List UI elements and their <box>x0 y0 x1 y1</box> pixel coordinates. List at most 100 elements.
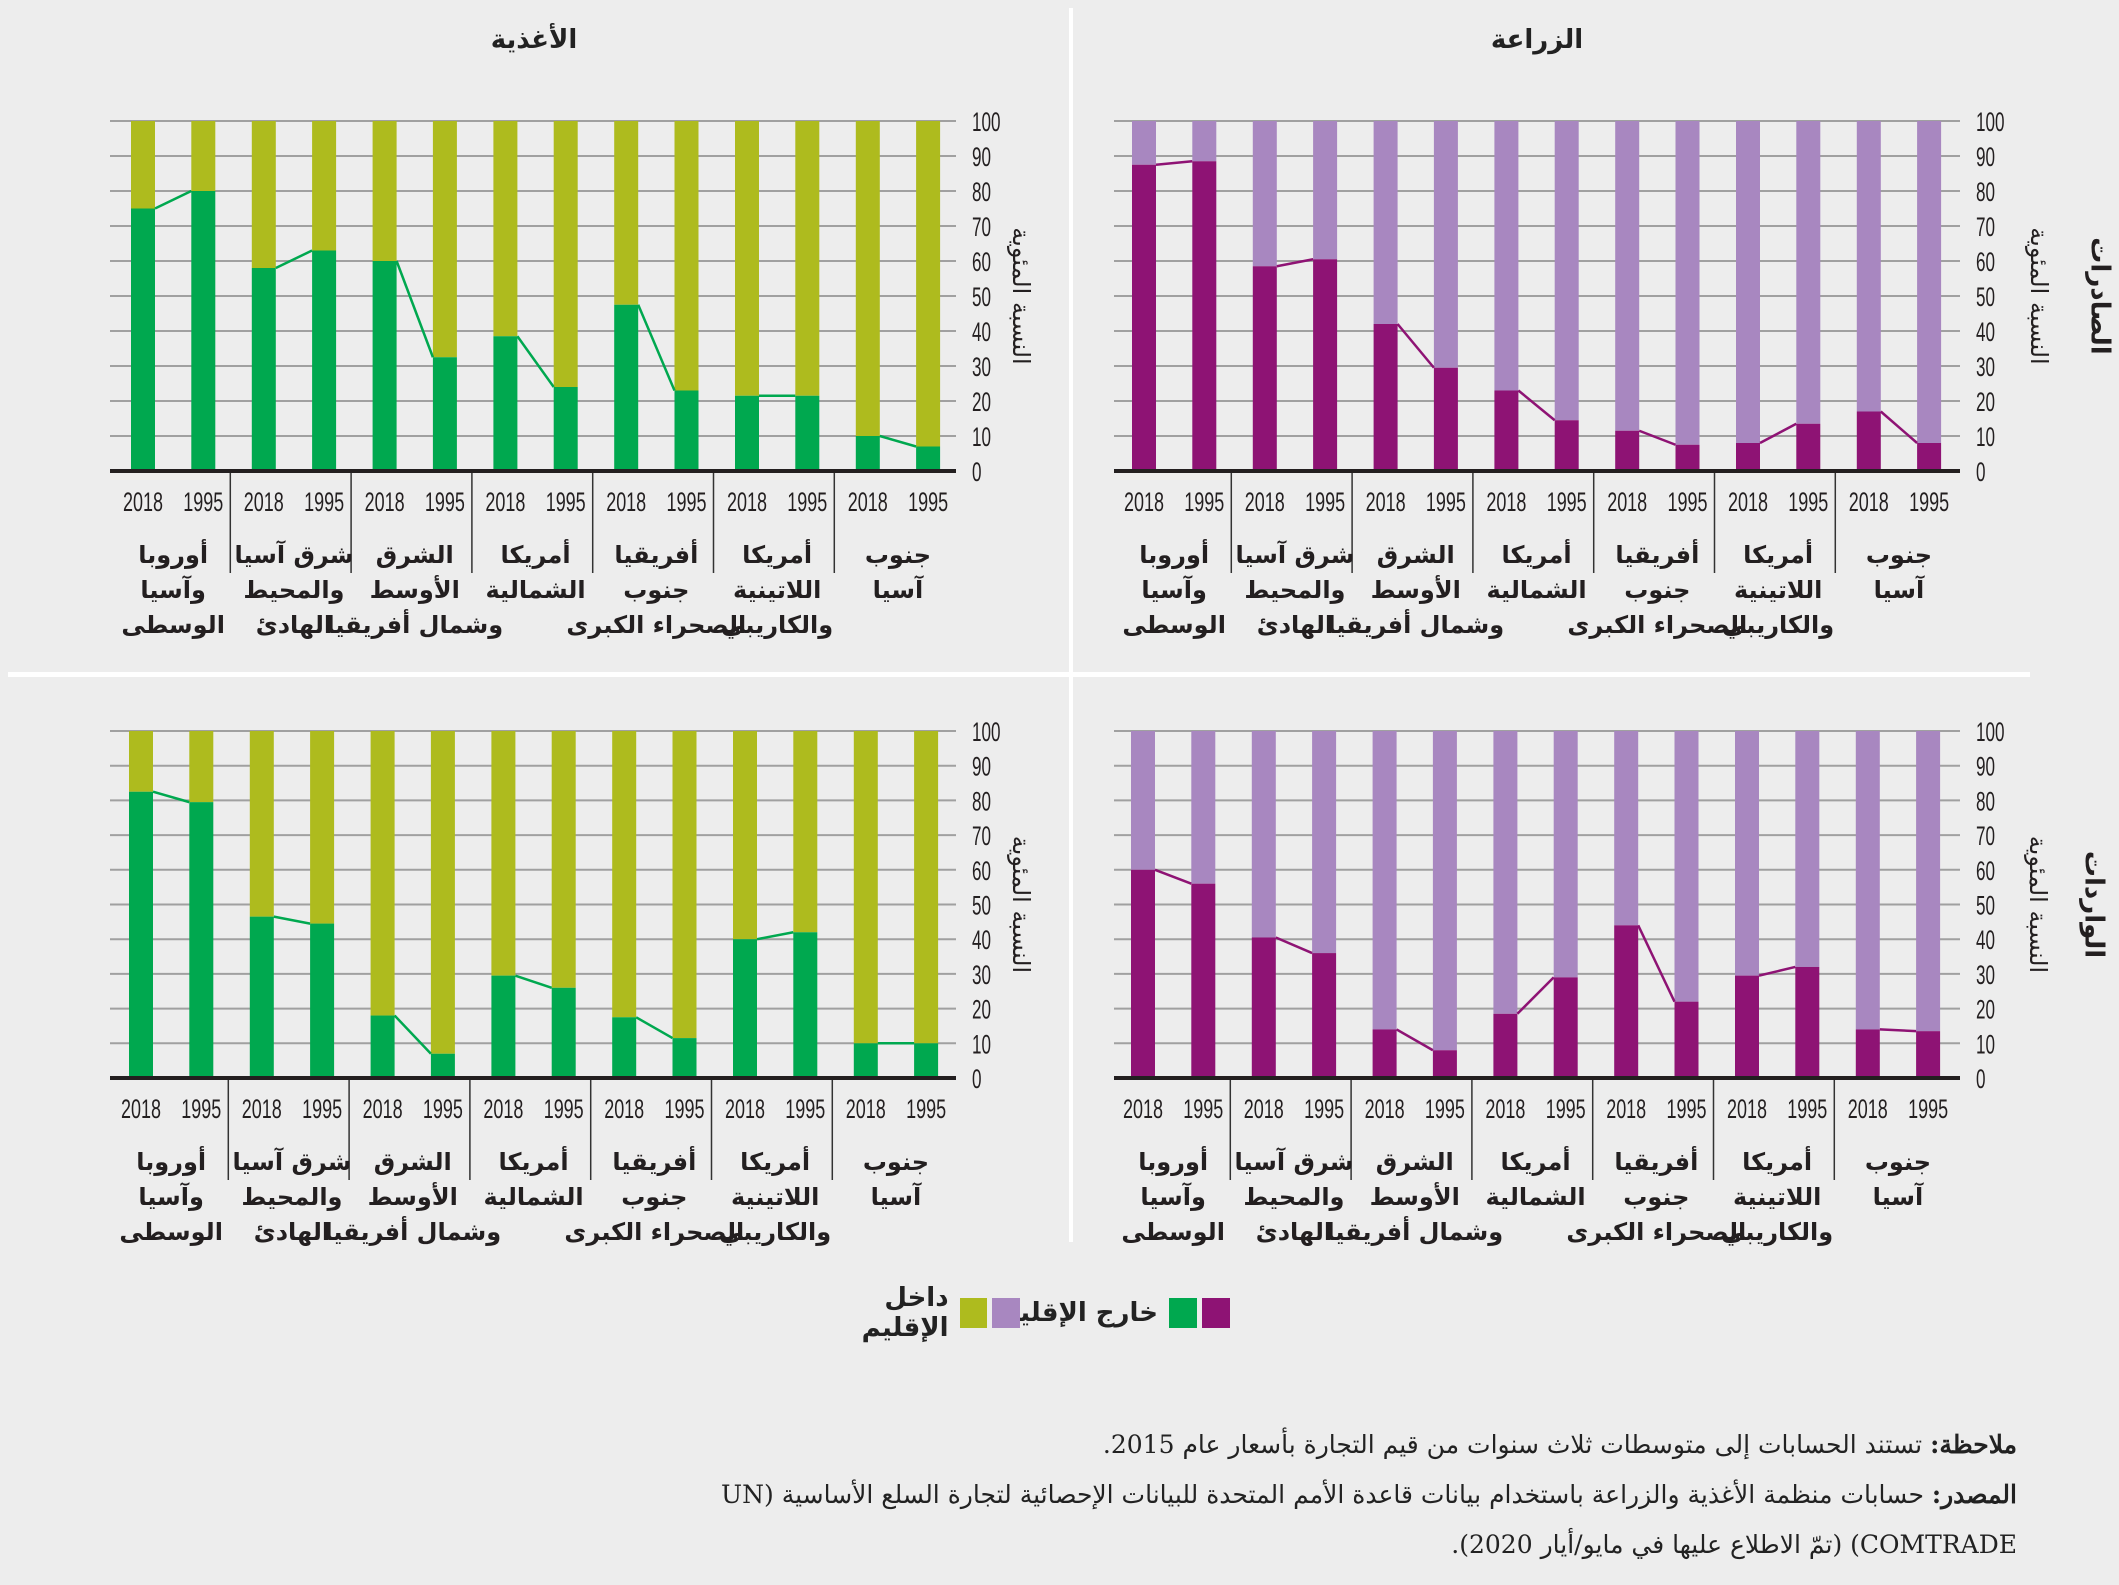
change-connector-line <box>879 434 917 448</box>
bar-segment-inside-region <box>1251 731 1276 938</box>
region-label: شرق آسيا <box>1235 540 1354 569</box>
bar-segment-inside-region <box>191 121 216 191</box>
y-axis-title: النسبة المئوية <box>2024 836 2052 973</box>
region-label: أفريقيا <box>1614 1146 1698 1176</box>
change-connector-line <box>1154 868 1192 885</box>
y-tick-label: 0 <box>972 1064 982 1094</box>
x-year-label: 1995 <box>1425 1094 1465 1124</box>
bar-segment-outside-region <box>1553 977 1578 1078</box>
bar-segment-inside-region <box>793 731 818 933</box>
region-label: أوروبا <box>138 539 208 569</box>
bar-segment-inside-region <box>129 731 153 792</box>
bar-segment-outside-region <box>1674 1001 1699 1078</box>
region-label: جنوب <box>1624 576 1690 604</box>
change-connector-line <box>393 1014 432 1055</box>
y-tick-label: 80 <box>972 786 991 816</box>
region-label: والكاريبي <box>719 1218 831 1246</box>
y-tick-label: 90 <box>1976 752 1995 782</box>
x-year-label: 1995 <box>1183 1094 1223 1124</box>
bar-segment-inside-region <box>491 731 516 976</box>
x-year-label: 2018 <box>123 487 163 517</box>
row-label: الصادرات <box>2085 237 2115 354</box>
y-tick-label: 20 <box>1976 995 1995 1025</box>
bar-segment-outside-region <box>853 1043 878 1078</box>
bar-segment-outside-region <box>1736 443 1760 471</box>
x-year-label: 2018 <box>1245 487 1285 517</box>
region-label: آسيا <box>1873 1182 1924 1211</box>
change-connector-line <box>1155 160 1193 166</box>
change-connector-line <box>1637 924 1676 1003</box>
region-label: الأوسط <box>370 575 460 604</box>
bar-segment-inside-region <box>1191 731 1216 884</box>
region-label: والمحيط <box>241 1183 342 1211</box>
bar-segment-inside-region <box>672 731 697 1039</box>
bar-segment-inside-region <box>251 121 276 268</box>
bar-segment-outside-region <box>733 939 757 1078</box>
bar-segment-outside-region <box>1252 266 1277 471</box>
change-connector-line <box>275 249 313 270</box>
region-label: الشمالية <box>485 576 585 604</box>
region-label: شرق آسيا <box>234 540 353 569</box>
region-label: والكاريبي <box>1722 611 1834 639</box>
region-label: أمريكا <box>1502 539 1572 569</box>
bar-segment-outside-region <box>1615 430 1640 471</box>
bar-segment-inside-region <box>1131 731 1155 870</box>
region-label: أمريكا <box>742 539 812 569</box>
y-tick-label: 100 <box>1976 107 2005 137</box>
change-connector-line <box>756 931 794 941</box>
bar-segment-inside-region <box>1553 731 1578 978</box>
region-label: والمحيط <box>1243 1183 1344 1211</box>
bar-segment-inside-region <box>1373 121 1398 324</box>
legend-label-inside: داخل الإقليم <box>861 1283 949 1343</box>
bar-segment-outside-region <box>1432 1050 1457 1078</box>
x-year-label: 1995 <box>546 487 586 517</box>
bar-segment-outside-region <box>916 446 941 471</box>
y-tick-label: 50 <box>1976 282 1995 312</box>
bar-segment-outside-region <box>1132 164 1156 471</box>
region-label: وشمال أفريقيا <box>1326 1216 1503 1246</box>
x-year-label: 2018 <box>848 487 888 517</box>
y-tick-label: 100 <box>972 107 1001 137</box>
x-year-label: 1995 <box>1546 1094 1586 1124</box>
y-tick-label: 10 <box>972 1029 991 1059</box>
region-label: جنوب <box>1865 1148 1931 1176</box>
source-text-1: حسابات منظمة الأغذية والزراعة باستخدام ب… <box>721 1480 1932 1509</box>
region-label: أمريكا <box>740 1146 810 1176</box>
bar-segment-outside-region <box>372 261 397 471</box>
bar-segment-inside-region <box>310 731 335 924</box>
bar-segment-outside-region <box>1614 925 1639 1078</box>
change-connector-line <box>635 1016 674 1040</box>
bar-segment-outside-region <box>855 436 880 471</box>
legend-swatch-agri-inside <box>992 1298 1020 1328</box>
x-year-label: 1995 <box>906 1094 946 1124</box>
change-connector-line <box>1396 323 1435 369</box>
bar-segment-outside-region <box>1796 423 1821 471</box>
bar-segment-inside-region <box>1615 121 1640 431</box>
bar-segment-inside-region <box>1614 731 1639 926</box>
region-label: شرق آسيا <box>1234 1147 1353 1176</box>
y-tick-label: 50 <box>972 891 991 921</box>
bar-segment-outside-region <box>1313 259 1338 471</box>
bar-segment-inside-region <box>795 121 820 396</box>
y-tick-label: 100 <box>1976 717 2005 747</box>
region-label: الصحراء الكبرى <box>1567 611 1747 639</box>
bar-segment-inside-region <box>1916 731 1941 1032</box>
change-connector-line <box>1516 976 1555 1015</box>
bar-segment-outside-region <box>1795 966 1820 1078</box>
region-label: أوروبا <box>1139 539 1209 569</box>
bar-segment-inside-region <box>131 121 155 209</box>
region-label: أوروبا <box>136 1146 206 1176</box>
change-connector-line <box>154 189 192 210</box>
x-year-label: 1995 <box>787 487 827 517</box>
source-line: المصدر: حسابات منظمة الأغذية والزراعة با… <box>517 1470 2017 1520</box>
region-label: جنوب <box>1866 541 1932 569</box>
y-tick-label: 70 <box>972 212 991 242</box>
region-label: وآسيا <box>1141 575 1207 604</box>
bar-segment-outside-region <box>914 1043 939 1078</box>
legend-outside-region-entry: خارج الإقليم <box>990 1293 1230 1333</box>
region-label: الشرق <box>376 541 454 569</box>
change-connector-line <box>1395 1028 1434 1052</box>
y-axis-title: النسبة المئوية <box>1007 836 1035 973</box>
x-year-label: 1995 <box>785 1094 825 1124</box>
y-tick-label: 30 <box>972 960 991 990</box>
